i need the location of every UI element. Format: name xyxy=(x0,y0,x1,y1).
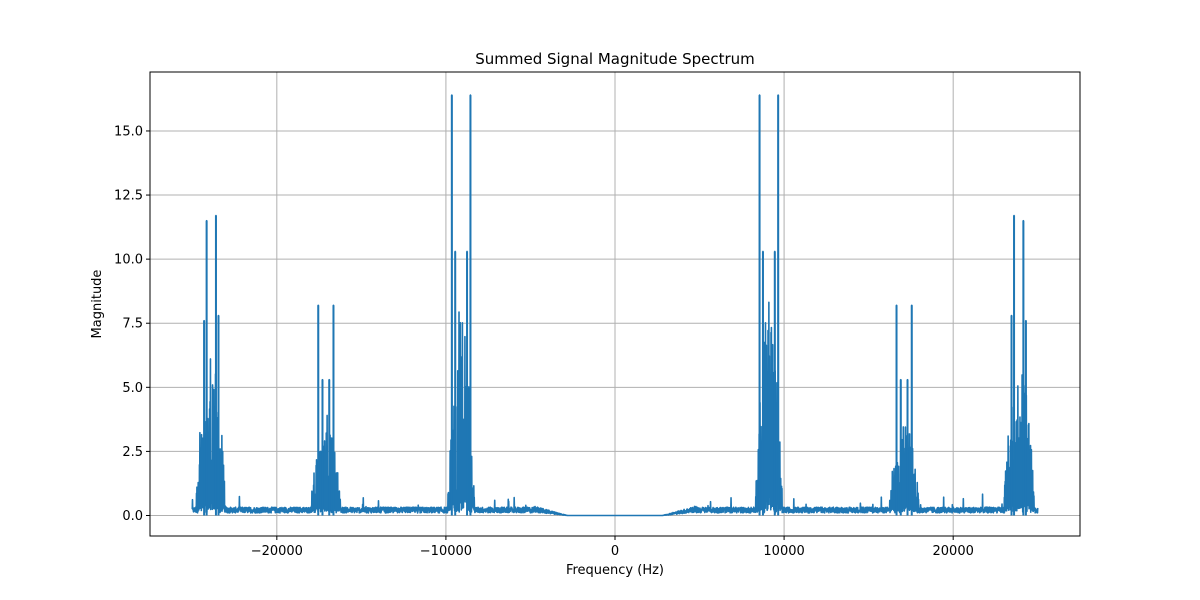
plot-data xyxy=(191,94,1039,517)
x-axis-label: Frequency (Hz) xyxy=(566,563,664,578)
y-axis-ticks: 0.0 2.5 5.0 7.5 10.0 12.5 15.0 xyxy=(114,124,150,524)
y-axis-label: Magnitude xyxy=(90,270,105,339)
y-tick-label: 15.0 xyxy=(114,124,143,139)
y-tick-label: 10.0 xyxy=(114,253,143,268)
y-tick-label: 5.0 xyxy=(122,381,143,396)
x-tick-label: 0 xyxy=(611,544,619,559)
y-tick-label: 2.5 xyxy=(122,445,143,460)
y-tick-label: 0.0 xyxy=(122,509,143,524)
y-tick-label: 7.5 xyxy=(122,317,143,332)
x-tick-label: −10000 xyxy=(420,544,472,559)
y-tick-label: 12.5 xyxy=(114,189,143,204)
x-tick-label: 10000 xyxy=(763,544,804,559)
x-tick-label: −20000 xyxy=(251,544,303,559)
chart-title: Summed Signal Magnitude Spectrum xyxy=(475,50,755,68)
x-axis-ticks: −20000 −10000 0 10000 20000 xyxy=(251,536,974,559)
x-tick-label: 20000 xyxy=(933,544,974,559)
